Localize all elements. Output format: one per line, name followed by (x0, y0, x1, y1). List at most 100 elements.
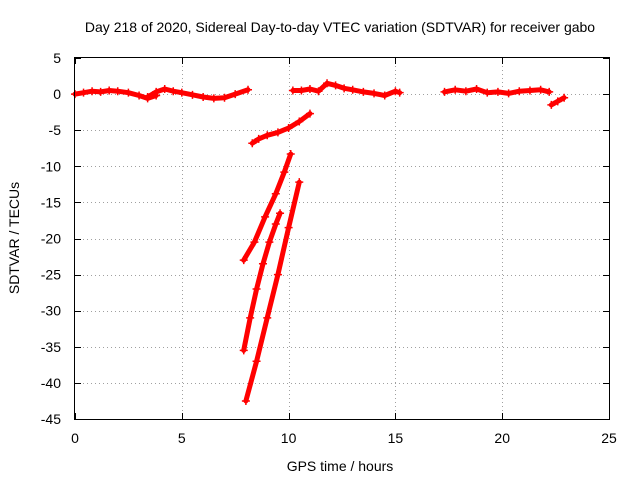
y-tick-label: -45 (41, 411, 61, 427)
y-tick-label: 5 (53, 50, 61, 66)
x-tick-label: 5 (178, 430, 186, 446)
data-point (263, 313, 272, 322)
data-point (391, 87, 400, 96)
y-tick-label: -20 (41, 231, 61, 247)
data-point (252, 357, 261, 366)
data-point (370, 89, 379, 98)
data-point (348, 85, 357, 94)
data-point (113, 87, 122, 96)
data-point (169, 87, 178, 96)
series-line (72, 88, 159, 101)
data-point (220, 93, 229, 102)
data-point (295, 117, 304, 126)
data-point (553, 97, 562, 106)
data-point (461, 87, 470, 96)
y-tick-label: -25 (41, 267, 61, 283)
data-point (263, 131, 272, 140)
y-tick-label: -10 (41, 158, 61, 174)
y-tick-label: -15 (41, 194, 61, 210)
x-tick-label: 10 (281, 430, 297, 446)
data-point (340, 84, 349, 93)
data-point (280, 168, 289, 177)
data-point (284, 124, 293, 133)
data-point (271, 189, 280, 198)
y-tick-label: -5 (49, 122, 62, 138)
data-point (231, 90, 240, 99)
data-point (359, 87, 368, 96)
plot-frame (74, 57, 610, 420)
data-point (451, 85, 460, 94)
x-tick-label: 15 (388, 430, 404, 446)
data-point (276, 209, 285, 218)
data-point (254, 134, 263, 143)
data-point (135, 91, 144, 100)
chart-title: Day 218 of 2020, Sidereal Day-to-day VTE… (85, 19, 595, 35)
data-point (504, 89, 513, 98)
x-axis-label: GPS time / hours (287, 458, 394, 474)
x-tick-label: 0 (71, 430, 79, 446)
data-series-arc-8 (239, 209, 285, 355)
data-point (88, 87, 97, 96)
data-point (199, 92, 208, 101)
data-point (286, 150, 295, 159)
data-point (273, 128, 282, 137)
data-series-arc-6 (547, 93, 569, 109)
x-tick-label: 20 (494, 430, 510, 446)
y-axis-label: SDTVAR / TECUs (6, 182, 22, 294)
data-point (252, 285, 261, 294)
data-series-arc-3 (248, 109, 314, 148)
data-series-arc-5 (440, 85, 554, 98)
data-series-arc-2 (143, 85, 253, 103)
data-point (244, 85, 253, 94)
data-point (331, 81, 340, 90)
data-point (380, 91, 389, 100)
series-line (241, 151, 294, 263)
data-point (493, 87, 502, 96)
data-point (395, 88, 404, 97)
data-series-arc-7 (239, 150, 295, 265)
data-point (295, 178, 304, 187)
data-point (323, 79, 332, 88)
data-point (248, 139, 257, 148)
data-series-arc-9 (241, 178, 304, 405)
y-tick-label: 0 (53, 86, 61, 102)
data-point (246, 313, 255, 322)
data-point (160, 85, 169, 94)
axis-ticks (75, 58, 610, 420)
data-point (560, 93, 569, 102)
data-point (265, 238, 274, 247)
data-point (515, 87, 524, 96)
y-tick-label: -30 (41, 303, 61, 319)
y-tick-label: -35 (41, 339, 61, 355)
data-point (271, 220, 280, 229)
data-point (239, 256, 248, 265)
data-point (273, 270, 282, 279)
data-point (152, 87, 161, 96)
grid-lines (75, 58, 609, 419)
data-point (261, 212, 270, 221)
data-point (124, 88, 133, 97)
data-point (239, 346, 248, 355)
data-point (472, 85, 481, 94)
data-point (284, 223, 293, 232)
data-point (440, 87, 449, 96)
data-point (143, 92, 152, 101)
data-point (188, 90, 197, 99)
data-point (79, 88, 88, 97)
data-point (305, 85, 314, 94)
data-point (250, 238, 259, 247)
x-tick-label: 25 (601, 430, 617, 446)
data-point (177, 88, 186, 97)
data-point (209, 94, 218, 103)
data-point (483, 88, 492, 97)
data-point (297, 86, 306, 95)
data-point (288, 86, 297, 95)
data-series (71, 79, 569, 405)
data-point (314, 87, 323, 96)
data-point (258, 259, 267, 268)
data-series-arc-4 (288, 79, 404, 100)
y-tick-label: -40 (41, 375, 61, 391)
tick-labels: 0 5 10 15 20 25 5 0 -5 -10 -15 -20 -25 -30 -35 -40 -45 (41, 50, 617, 446)
data-point (545, 87, 554, 96)
